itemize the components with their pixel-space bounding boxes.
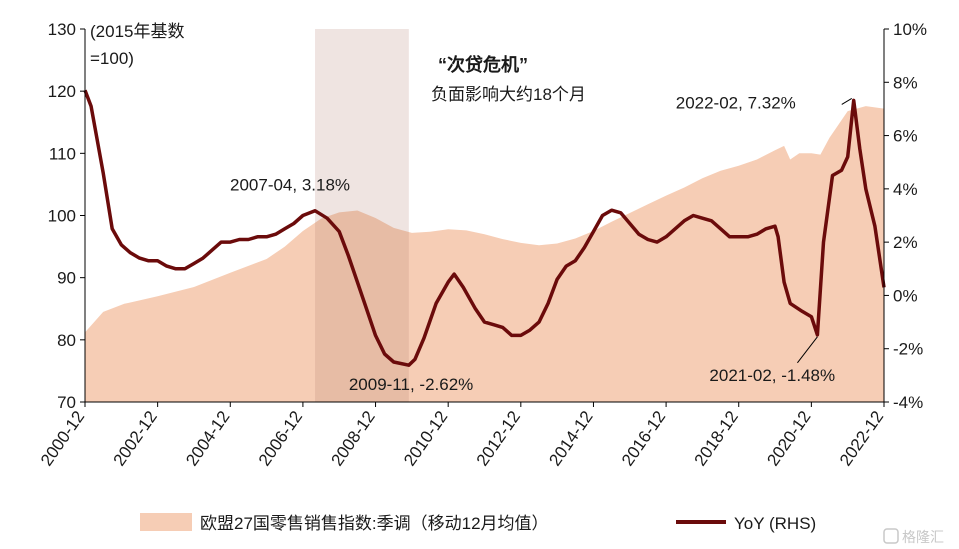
x-tick-label: 2012-12: [473, 407, 524, 469]
annotation-label: 2007-04, 3.18%: [230, 176, 350, 195]
watermark: 格隆汇: [883, 528, 944, 545]
x-tick-label: 2004-12: [182, 407, 233, 469]
annotation-label: 2022-02, 7.32%: [676, 93, 796, 112]
right-tick-label: 6%: [893, 127, 918, 146]
annotation-label: 2021-02, -1.48%: [709, 366, 835, 385]
left-tick-label: 120: [48, 82, 76, 101]
annotation-label: 2009-11, -2.62%: [349, 375, 473, 394]
legend-label-yoy: YoY (RHS): [734, 514, 816, 533]
left-axis-unit-note-line1: (2015年基数: [90, 22, 184, 41]
x-tick-label: 2022-12: [836, 407, 887, 469]
yoy-line: [83, 89, 886, 367]
right-tick-label: -4%: [893, 393, 923, 412]
crisis-label-title: “次贷危机”: [438, 54, 528, 75]
right-tick-label: -2%: [893, 340, 923, 359]
left-axis-unit-note-line2: =100): [90, 49, 134, 68]
crisis-shading-layer: [315, 29, 409, 402]
left-tick-label: 80: [57, 331, 76, 350]
right-tick-label: 8%: [893, 73, 918, 92]
right-tick-label: 0%: [893, 286, 918, 305]
x-tick-label: 2016-12: [618, 407, 669, 469]
x-tick-label: 2006-12: [255, 407, 306, 469]
left-tick-label: 130: [48, 20, 76, 39]
crisis-period-band: [315, 29, 409, 402]
yoy-line-layer: [83, 89, 886, 367]
x-tick-label: 2002-12: [110, 407, 161, 469]
area-series-layer: [85, 106, 884, 402]
watermark-logo-icon: [883, 528, 899, 544]
legend-label-retail-index: 欧盟27国零售销售指数:季调（移动12月均值）: [200, 514, 549, 533]
x-tick-label: 2018-12: [691, 407, 742, 469]
x-tick-label: 2008-12: [327, 407, 378, 469]
right-tick-label: 4%: [893, 180, 918, 199]
watermark-text: 格隆汇: [902, 529, 944, 545]
crisis-label-subtitle: 负面影响大约18个月: [431, 85, 586, 104]
x-tick-label: 2014-12: [545, 407, 596, 469]
left-tick-label: 70: [57, 393, 76, 412]
left-tick-label: 100: [48, 207, 76, 226]
x-tick-label: 2010-12: [400, 407, 451, 469]
right-tick-label: 2%: [893, 233, 918, 252]
annotation-leader-line: [797, 336, 818, 364]
annotation-layer: 2007-04, 3.18% 2009-11, -2.62% 2021-02, -1…: [230, 93, 852, 394]
x-tick-label: 2020-12: [763, 407, 814, 469]
retail-index-area: [85, 106, 884, 402]
x-tick-label: 2000-12: [37, 407, 88, 469]
annotation-leader-line: [841, 97, 852, 105]
legend-swatch-retail-index: [140, 513, 192, 531]
left-tick-label: 90: [57, 269, 76, 288]
left-tick-label: 110: [49, 144, 76, 163]
legend: 欧盟27国零售销售指数:季调（移动12月均值） YoY (RHS): [140, 513, 816, 533]
right-tick-label: 10%: [893, 20, 927, 39]
